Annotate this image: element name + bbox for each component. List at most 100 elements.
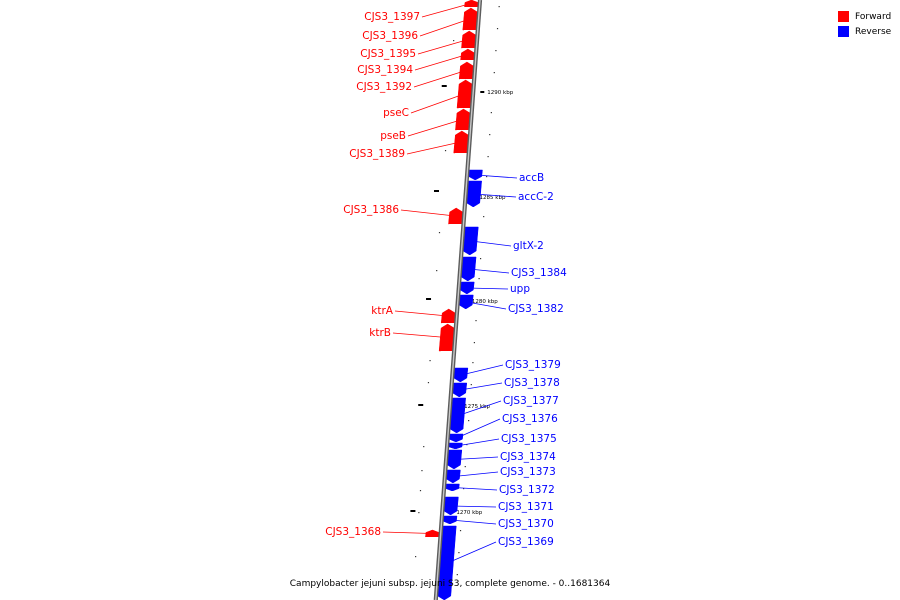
major-tick-left (441, 85, 447, 87)
minor-tick (463, 488, 465, 490)
label-leader (474, 193, 517, 198)
label-leader (410, 93, 465, 114)
gene-feature (452, 382, 468, 398)
gene-feature (461, 30, 476, 49)
gene-label: CJS3_1370 (498, 518, 554, 530)
minor-tick (415, 556, 417, 558)
legend-forward-label: Forward (855, 11, 892, 22)
gene-feature (453, 130, 469, 154)
minor-tick (493, 72, 495, 74)
minor-tick (472, 362, 474, 364)
label-leader (453, 487, 498, 491)
gene-feature (456, 79, 473, 109)
gene-label: CJS3_1374 (500, 451, 556, 463)
minor-tick (423, 446, 425, 448)
label-leader (453, 471, 499, 477)
minor-tick (489, 134, 491, 136)
gene-label: CJS3_1395 (360, 48, 416, 60)
label-leader (407, 119, 463, 137)
gene-feature (460, 48, 475, 61)
gene-feature (438, 323, 455, 352)
gene-feature (462, 7, 478, 31)
label-leader (456, 438, 500, 447)
label-leader (419, 18, 470, 37)
scale-label: 1280 kbp (472, 299, 498, 305)
label-leader (450, 519, 497, 525)
minor-tick (444, 150, 447, 152)
gene-label: CJS3_1397 (364, 11, 420, 23)
major-tick-left (410, 510, 416, 512)
minor-tick (470, 384, 472, 386)
gene-feature (461, 256, 477, 282)
label-leader (413, 70, 466, 88)
gene-labels: CJS3_1397 CJS3_1396 CJS3_1395 CJS3_1394 CJS3… (325, 11, 567, 548)
label-leader (392, 332, 447, 338)
major-tick-left (418, 404, 424, 406)
minor-tick (458, 552, 460, 554)
gene-feature (448, 442, 463, 450)
major-tick-left (426, 298, 432, 300)
minor-tick (427, 382, 430, 384)
gene-feature (449, 397, 466, 434)
minor-tick (438, 232, 441, 234)
scale-label: 1290 kbp (487, 90, 513, 96)
label-leader (455, 456, 499, 460)
label-leader (417, 39, 469, 55)
gene-label: CJS3_1376 (502, 413, 558, 425)
gene-feature (462, 226, 479, 256)
gene-feature (453, 367, 469, 383)
label-leader (456, 418, 501, 439)
gene-label: pseB (380, 130, 406, 142)
gene-label: CJS3_1382 (508, 303, 564, 315)
label-leader (467, 287, 509, 290)
gene-feature (448, 207, 463, 225)
gene-label: upp (510, 283, 530, 295)
gene-label: ktrA (371, 305, 394, 317)
minor-tick (453, 40, 455, 42)
gene-label: gltX-2 (513, 240, 544, 252)
minor-tick (496, 28, 499, 30)
gene-label: CJS3_1379 (505, 359, 561, 371)
minor-tick (478, 278, 480, 280)
minor-tick (498, 6, 500, 8)
label-leader (447, 541, 497, 564)
gene-label: accB (519, 172, 544, 184)
label-leader (460, 382, 503, 391)
genome-backbone (433, 0, 483, 600)
scale-label: 1270 kbp (456, 510, 482, 516)
gene-feature (440, 308, 456, 324)
gene-label: CJS3_1377 (503, 395, 559, 407)
legend-item-reverse: Reverse (838, 24, 891, 39)
gene-label: CJS3_1375 (501, 433, 557, 445)
gene-feature (458, 294, 474, 310)
minor-tick (483, 216, 485, 218)
minor-tick (421, 470, 423, 472)
minor-tick (429, 360, 431, 362)
minor-tick (418, 512, 420, 514)
gene-label: ktrB (369, 327, 391, 339)
minor-tick (456, 574, 458, 576)
label-leader (476, 174, 518, 179)
label-leader (466, 301, 507, 310)
minor-tick (473, 342, 475, 344)
label-leader (451, 505, 497, 508)
label-leaders (382, 3, 518, 564)
genome-caption: Campylobacter jejuni subsp. jejuni S3, c… (289, 579, 611, 589)
gene-feature (455, 108, 471, 131)
reverse-swatch (838, 26, 849, 37)
label-leader (406, 141, 461, 155)
major-tick-left (433, 190, 439, 192)
gene-label: CJS3_1389 (349, 148, 405, 160)
label-leader (471, 240, 512, 247)
gene-feature (449, 433, 464, 443)
gene-label: CJS3_1371 (498, 501, 554, 513)
label-leader (394, 310, 448, 317)
label-leader (382, 531, 432, 534)
scale-label: 1275 kbp (464, 404, 490, 410)
gene-label: CJS3_1372 (499, 484, 555, 496)
gene-label: CJS3_1373 (500, 466, 556, 478)
gene-label: CJS3_1396 (362, 30, 418, 42)
forward-swatch (838, 11, 849, 22)
gene-features (425, 0, 483, 600)
minor-tick (464, 466, 466, 468)
